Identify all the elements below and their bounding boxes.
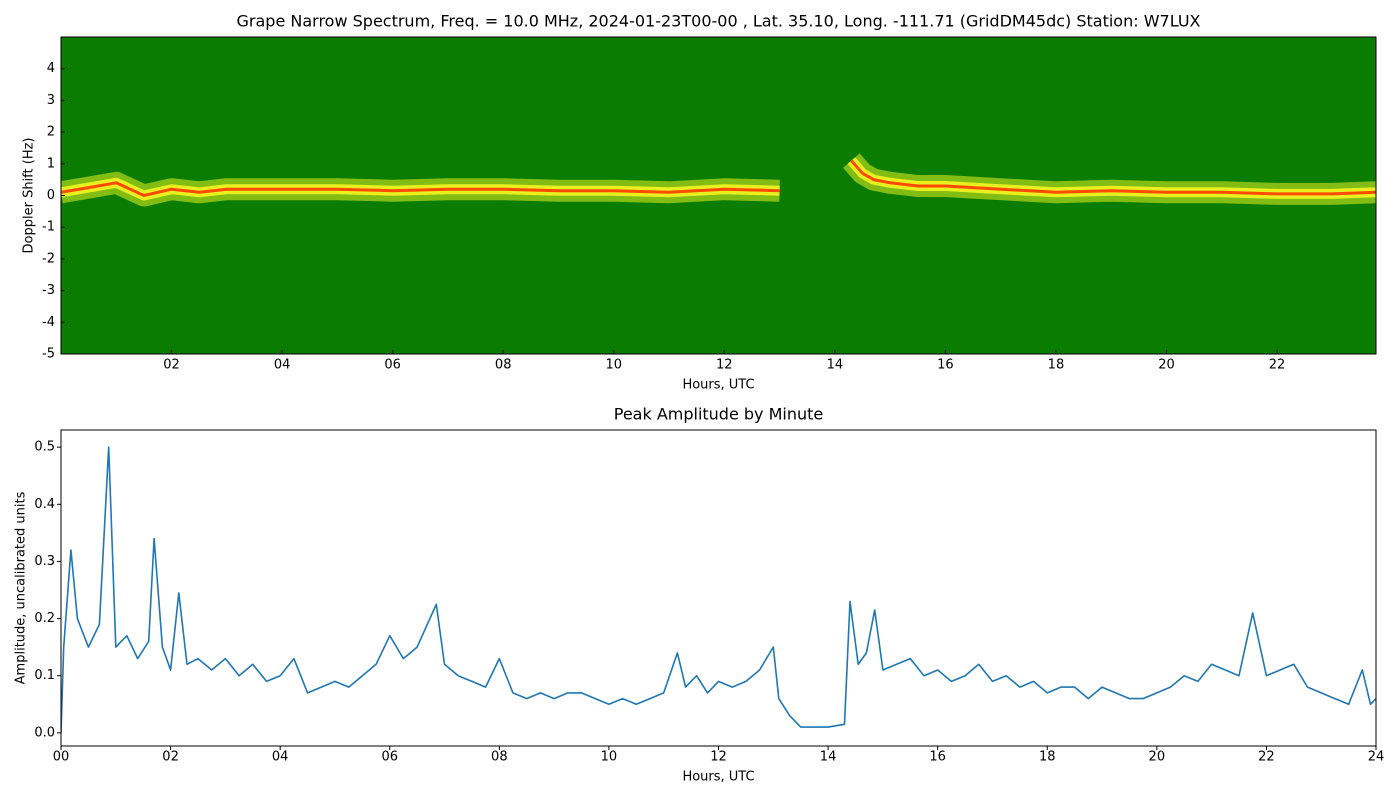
x-tick-label: 08 — [491, 750, 508, 765]
y-tick-label: -2 — [42, 251, 55, 266]
x-tick-label: 08 — [495, 358, 512, 373]
y-tick-label: 0.1 — [34, 668, 55, 683]
x-tick-label: 20 — [1149, 750, 1166, 765]
y-tick-label: -4 — [42, 315, 55, 330]
y-tick-label: -3 — [42, 283, 55, 298]
y-axis-label: Amplitude, uncalibrated units — [14, 491, 29, 684]
x-tick-label: 02 — [163, 358, 180, 373]
y-tick-label: 4 — [47, 61, 55, 76]
x-axis-label: Hours, UTC — [682, 378, 754, 393]
x-tick-label: 22 — [1269, 358, 1286, 373]
x-tick-label: 18 — [1048, 358, 1065, 373]
y-tick-label: 0.5 — [34, 440, 55, 455]
x-tick-label: 00 — [53, 750, 70, 765]
y-tick-label: 1 — [47, 156, 55, 171]
chart-title: Grape Narrow Spectrum, Freq. = 10.0 MHz,… — [237, 12, 1201, 31]
chart-title: Peak Amplitude by Minute — [614, 405, 824, 424]
x-tick-label: 24 — [1368, 750, 1385, 765]
x-tick-label: 20 — [1158, 358, 1175, 373]
y-tick-label: 2 — [47, 125, 55, 140]
x-axis-label: Hours, UTC — [682, 770, 754, 785]
doppler-trace — [61, 159, 1376, 197]
x-tick-label: 16 — [929, 750, 946, 765]
x-tick-label: 04 — [274, 358, 291, 373]
x-tick-label: 12 — [716, 358, 733, 373]
y-tick-label: 0.3 — [34, 554, 55, 569]
x-tick-label: 10 — [601, 750, 618, 765]
axes-frame — [60, 429, 1377, 747]
x-tick-label: 10 — [605, 358, 622, 373]
y-axis-label: Doppler Shift (Hz) — [22, 138, 37, 254]
x-tick-label: 06 — [381, 750, 398, 765]
x-tick-label: 04 — [272, 750, 289, 765]
y-tick-label: 0.0 — [34, 725, 55, 740]
x-tick-label: 14 — [827, 358, 844, 373]
y-tick-label: 0.2 — [34, 611, 55, 626]
y-tick-label: 3 — [47, 93, 55, 108]
y-tick-label: 0.4 — [34, 497, 55, 512]
y-tick-label: 0 — [47, 188, 55, 203]
x-tick-label: 02 — [162, 750, 179, 765]
plot-area — [61, 37, 1376, 354]
x-tick-label: 22 — [1258, 750, 1275, 765]
amplitude-line — [61, 446, 1376, 733]
x-tick-label: 18 — [1039, 750, 1056, 765]
x-tick-label: 14 — [820, 750, 837, 765]
x-tick-label: 12 — [710, 750, 727, 765]
x-tick-label: 06 — [384, 358, 401, 373]
y-tick-label: -5 — [42, 347, 55, 362]
plot-area — [61, 446, 1376, 733]
x-tick-label: 16 — [937, 358, 954, 373]
y-tick-label: -1 — [42, 220, 55, 235]
